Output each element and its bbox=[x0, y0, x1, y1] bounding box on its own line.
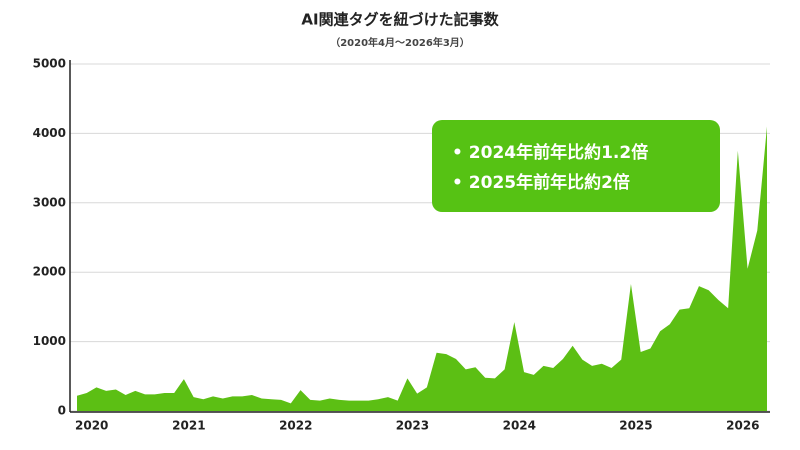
annotation: • 2025年前年比約2倍 bbox=[452, 172, 630, 193]
area bbox=[77, 126, 767, 412]
x-tick-label: 2025 bbox=[619, 419, 652, 433]
y-tick-label: 5000 bbox=[33, 57, 66, 71]
chart-title: AI関連タグを紐づけた記事数 bbox=[301, 11, 499, 29]
x-tick-label: 2020 bbox=[75, 419, 108, 433]
y-tick-label: 2000 bbox=[33, 265, 66, 279]
y-tick-label: 3000 bbox=[33, 195, 66, 209]
x-tick-label: 2022 bbox=[279, 419, 312, 433]
annotation-box bbox=[432, 120, 720, 212]
y-tick-label: 1000 bbox=[33, 334, 66, 348]
y-tick-label: 4000 bbox=[33, 126, 66, 140]
x-tick-label: 2026 bbox=[726, 419, 759, 433]
plot-area bbox=[70, 63, 770, 412]
x-tick-label: 2024 bbox=[503, 419, 536, 433]
x-tick-label: 2021 bbox=[172, 419, 205, 433]
x-tick-label: 2023 bbox=[396, 419, 429, 433]
annotation: • 2024年前年比約1.2倍 bbox=[452, 142, 648, 163]
chart-subtitle: （2020年4月〜2026年3月） bbox=[330, 36, 470, 49]
y-tick-label: 0 bbox=[58, 404, 66, 418]
